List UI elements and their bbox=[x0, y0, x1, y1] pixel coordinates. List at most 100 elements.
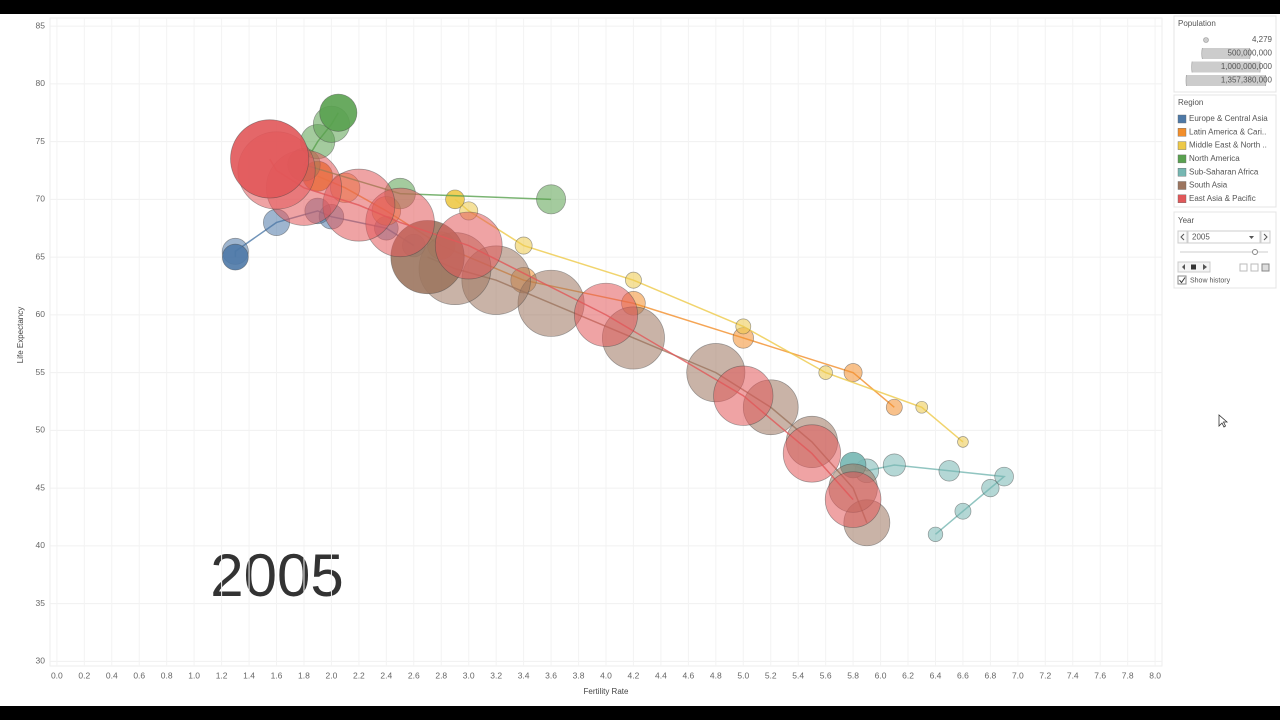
y-axis-title: Life Expectancy bbox=[16, 307, 25, 363]
x-tick-label: 3.6 bbox=[545, 670, 557, 680]
legend-label: North America bbox=[1189, 154, 1240, 163]
y-tick-label: 30 bbox=[36, 656, 46, 666]
y-tick-label: 35 bbox=[36, 598, 46, 608]
size-legend-label: 1,000,000,000 bbox=[1221, 62, 1273, 71]
legend-swatch bbox=[1177, 194, 1187, 204]
x-tick-label: 7.6 bbox=[1094, 670, 1106, 680]
x-axis-title: Fertility Rate bbox=[584, 687, 629, 696]
next-arrow bbox=[1263, 233, 1268, 241]
x-tick-label: 3.2 bbox=[490, 670, 502, 680]
size-legend-mark bbox=[1191, 61, 1261, 73]
y-tick-label: 50 bbox=[36, 425, 46, 435]
x-tick-label: 2.4 bbox=[380, 670, 392, 680]
legend-label: Europe & Central Asia bbox=[1189, 114, 1268, 123]
prev-year-button[interactable] bbox=[1177, 230, 1188, 244]
bubble bbox=[938, 460, 960, 482]
y-tick-label: 60 bbox=[36, 309, 46, 319]
x-tick-label: 3.8 bbox=[573, 670, 585, 680]
x-tick-label: 1.0 bbox=[188, 670, 200, 680]
x-tick-label: 2.6 bbox=[408, 670, 420, 680]
x-tick-label: 7.0 bbox=[1012, 670, 1024, 680]
bubble bbox=[882, 453, 906, 477]
bubble bbox=[824, 471, 882, 528]
prev-arrow bbox=[1180, 233, 1185, 241]
x-tick-label: 7.8 bbox=[1122, 670, 1134, 680]
size-legend-mark bbox=[1203, 37, 1209, 43]
speed-slow[interactable] bbox=[1239, 263, 1248, 272]
x-tick-label: 8.0 bbox=[1149, 670, 1161, 680]
speed-fast[interactable] bbox=[1261, 263, 1270, 272]
legend-swatch bbox=[1177, 114, 1187, 124]
size-legend-mark bbox=[1185, 75, 1267, 86]
year-dropdown[interactable] bbox=[1187, 230, 1261, 244]
year-control-title: Year bbox=[1178, 216, 1195, 225]
bubble bbox=[713, 365, 774, 426]
x-tick-label: 6.4 bbox=[930, 670, 942, 680]
x-tick-label: 3.4 bbox=[518, 670, 530, 680]
x-tick-label: 1.4 bbox=[243, 670, 255, 680]
legend-label: Sub-Saharan Africa bbox=[1189, 167, 1259, 176]
speed-medium[interactable] bbox=[1250, 263, 1259, 272]
bubble bbox=[222, 243, 249, 271]
legend-swatch bbox=[1177, 154, 1187, 164]
x-tick-label: 2.2 bbox=[353, 670, 365, 680]
bubble bbox=[230, 119, 310, 199]
back-button[interactable] bbox=[1182, 264, 1185, 270]
next-year-button[interactable] bbox=[1260, 230, 1271, 244]
x-tick-label: 7.4 bbox=[1067, 670, 1079, 680]
bubble bbox=[536, 184, 567, 215]
bubble bbox=[994, 466, 1014, 487]
x-tick-label: 5.2 bbox=[765, 670, 777, 680]
checkmark bbox=[1179, 277, 1186, 284]
size-legend-mark bbox=[1201, 48, 1251, 59]
legend-swatch bbox=[1177, 141, 1187, 150]
bubble bbox=[782, 424, 842, 483]
dropdown-arrow bbox=[1249, 236, 1254, 239]
plot-group bbox=[50, 18, 1162, 666]
bubble bbox=[954, 502, 972, 520]
y-tick-label: 40 bbox=[36, 540, 46, 550]
bubble bbox=[915, 400, 929, 414]
legend-label: East Asia & Pacific bbox=[1189, 194, 1256, 203]
x-tick-label: 6.6 bbox=[957, 670, 969, 680]
bubble bbox=[514, 236, 533, 255]
show-history-checkbox[interactable] bbox=[1177, 275, 1187, 285]
bubble bbox=[434, 211, 503, 280]
bubble bbox=[843, 363, 863, 383]
legend-label: Latin America & Cari.. bbox=[1189, 127, 1266, 136]
x-tick-label: 0.2 bbox=[78, 670, 90, 680]
legend-label: South Asia bbox=[1189, 181, 1228, 190]
bubble bbox=[927, 526, 944, 542]
bottom-bar bbox=[0, 706, 1280, 720]
color-legend-title: Region bbox=[1178, 98, 1203, 107]
legend-swatch bbox=[1177, 167, 1187, 177]
y-tick-label: 45 bbox=[36, 482, 46, 492]
x-tick-label: 1.6 bbox=[271, 670, 283, 680]
x-tick-label: 6.0 bbox=[875, 670, 887, 680]
size-legend-label: 4,279 bbox=[1252, 35, 1273, 44]
stop-button[interactable] bbox=[1191, 264, 1196, 270]
year-dropdown-value: 2005 bbox=[1192, 233, 1210, 242]
bubble bbox=[573, 282, 639, 347]
x-tick-label: 5.0 bbox=[737, 670, 749, 680]
x-tick-label: 4.6 bbox=[682, 670, 694, 680]
x-tick-label: 0.0 bbox=[51, 670, 63, 680]
size-legend-label: 500,000,000 bbox=[1228, 49, 1273, 58]
y-tick-label: 75 bbox=[36, 136, 46, 146]
x-tick-label: 2.8 bbox=[435, 670, 447, 680]
play-button[interactable] bbox=[1203, 264, 1207, 270]
x-tick-label: 3.0 bbox=[463, 670, 475, 680]
legend-swatch bbox=[1177, 128, 1187, 137]
y-tick-label: 80 bbox=[36, 78, 46, 88]
bubble bbox=[957, 436, 969, 448]
x-tick-label: 0.8 bbox=[161, 670, 173, 680]
x-tick-label: 4.0 bbox=[600, 670, 612, 680]
bubble bbox=[818, 365, 833, 380]
size-legend-title: Population bbox=[1178, 19, 1216, 28]
show-history-label[interactable]: Show history bbox=[1190, 277, 1231, 284]
slider-handle[interactable] bbox=[1252, 249, 1258, 255]
x-tick-label: 1.8 bbox=[298, 670, 310, 680]
bubble bbox=[625, 271, 642, 289]
y-tick-label: 65 bbox=[36, 251, 46, 261]
x-tick-label: 4.2 bbox=[628, 670, 640, 680]
